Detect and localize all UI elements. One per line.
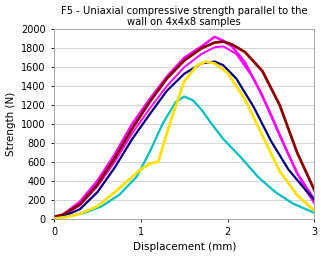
- X-axis label: Displacement (mm): Displacement (mm): [132, 243, 236, 252]
- Title: F5 - Uniaxial compressive strength parallel to the
wall on 4x4x8 samples: F5 - Uniaxial compressive strength paral…: [61, 6, 307, 27]
- Y-axis label: Strength (N): Strength (N): [5, 92, 16, 156]
